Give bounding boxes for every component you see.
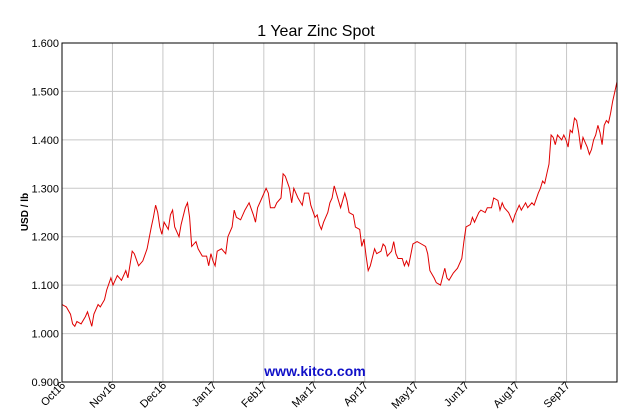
y-tick-label: 1.000 (31, 329, 59, 341)
x-tick-label: Jan17 (190, 380, 220, 410)
x-tick-label: Aug17 (491, 380, 522, 411)
y-tick-label: 1.100 (31, 280, 59, 292)
x-tick-label: Nov16 (88, 380, 119, 411)
x-tick-label: Sep17 (542, 380, 573, 411)
y-axis-label: USD / lb (20, 193, 31, 231)
x-tick-label: Mar17 (290, 380, 321, 411)
x-tick-label: May17 (389, 380, 421, 412)
y-tick-label: 1.300 (31, 183, 59, 195)
plot-frame (61, 42, 618, 383)
y-tick-labels: 0.900 1.000 1.100 1.200 1.300 1.400 1.500 1.600 (31, 38, 59, 389)
series-line-zinc (61, 81, 618, 328)
y-tick-label: 1.600 (31, 38, 59, 50)
y-tick-label: 1.200 (31, 232, 59, 244)
x-tick-label: Apr17 (342, 380, 371, 409)
chart-title: 1 Year Zinc Spot (257, 23, 375, 40)
x-tick-label: Jun17 (442, 380, 472, 410)
y-tick-label: 1.400 (31, 135, 59, 147)
x-tick-labels: Oct16 Nov16 Dec16 Jan17 Feb17 Mar17 Apr17 May17… (39, 380, 573, 412)
x-tick-label: Feb17 (239, 380, 270, 411)
y-tick-label: 0.900 (31, 377, 59, 389)
x-tick-label: Dec16 (138, 380, 169, 411)
watermark: www.kitco.com (263, 363, 365, 379)
grid-lines (62, 42, 617, 383)
y-tick-label: 1.500 (31, 86, 59, 98)
